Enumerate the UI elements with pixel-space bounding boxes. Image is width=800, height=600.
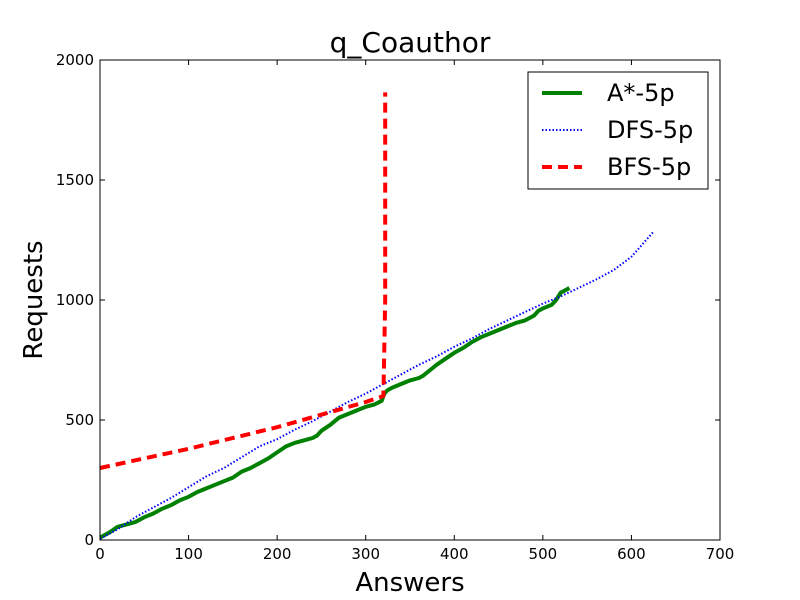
x-tick-label: 600: [617, 545, 646, 563]
x-tick-label: 700: [706, 545, 735, 563]
x-tick-label: 0: [95, 545, 105, 563]
x-axis-label: Answers: [355, 568, 464, 598]
series-line-bfs-5p: [99, 92, 388, 470]
legend: A*-5p DFS-5p BFS-5p: [527, 71, 709, 190]
x-tick-label: 400: [440, 545, 469, 563]
y-tick-label: 0: [84, 531, 94, 549]
chart-title: q_Coauthor: [330, 26, 491, 59]
legend-label: BFS-5p: [607, 153, 691, 181]
ticks-layer: 0 100 200 300 400 500 600 700 0 500 1000 1500 2000: [56, 51, 735, 563]
series-line-a-5p: [99, 286, 571, 540]
series-layer: [99, 92, 655, 540]
series-line-dfs-5p: [99, 230, 655, 540]
axes-frame: [99, 59, 721, 541]
y-tick-label: 2000: [56, 51, 94, 69]
x-tick-label: 500: [529, 545, 558, 563]
y-tick-label: 1000: [56, 291, 94, 309]
x-tick-label: 200: [263, 545, 292, 563]
y-axis-label: Requests: [19, 240, 49, 359]
x-tick-label: 100: [174, 545, 203, 563]
y-tick-label: 500: [65, 411, 94, 429]
legend-label: DFS-5p: [607, 116, 693, 144]
legend-label: A*-5p: [607, 79, 675, 107]
x-tick-label: 300: [351, 545, 380, 563]
y-tick-label: 1500: [56, 171, 94, 189]
